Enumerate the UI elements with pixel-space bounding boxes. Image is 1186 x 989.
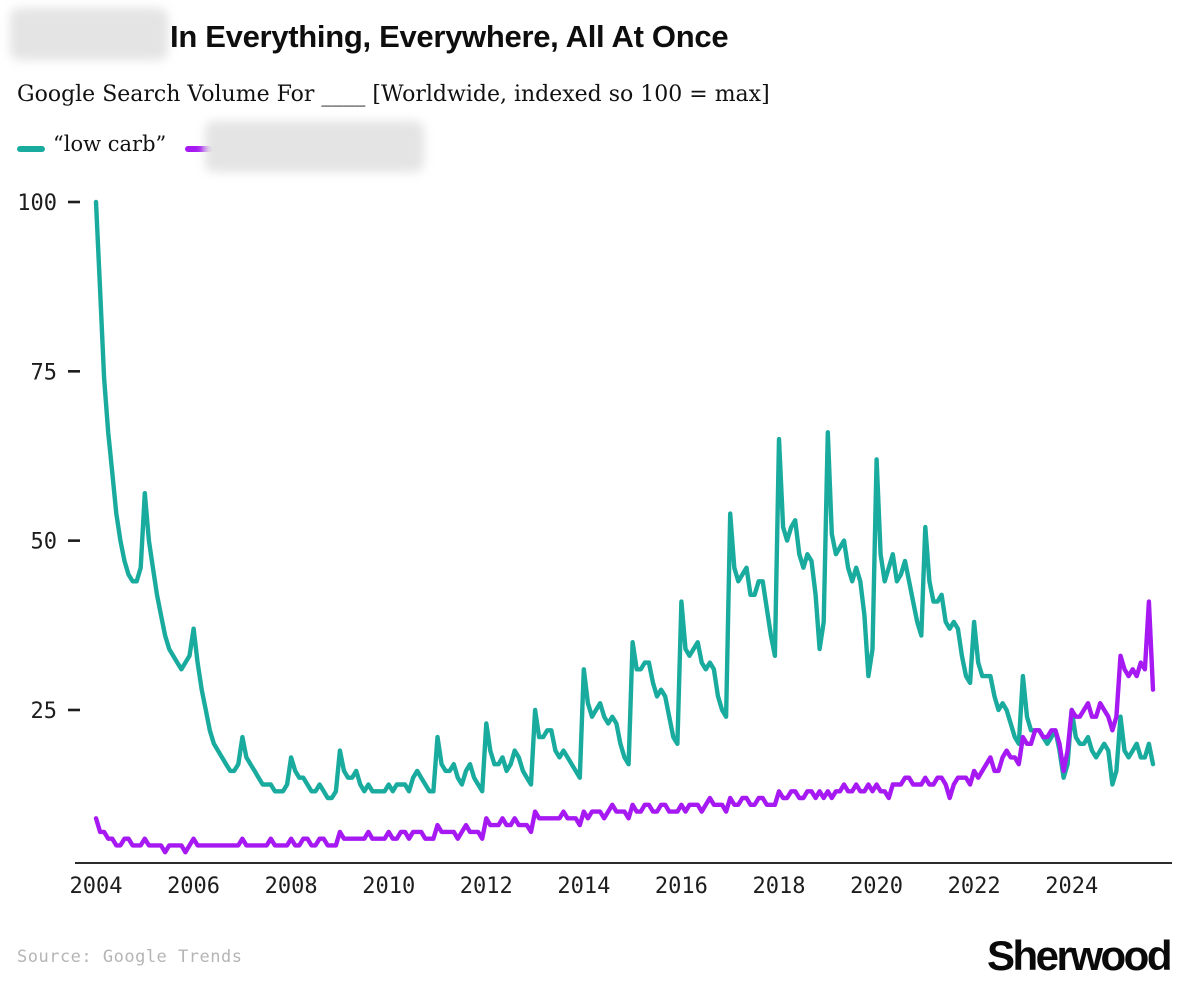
x-tick-label: 2024: [1045, 874, 1098, 899]
y-tick-label: 75: [31, 360, 58, 385]
x-tick-label: 2016: [655, 874, 708, 899]
y-tick-label: 100: [17, 191, 57, 216]
x-tick-label: 2010: [362, 874, 415, 899]
legend-swatch-redacted: [185, 146, 213, 152]
redacted-title-word: [10, 8, 168, 60]
x-tick-label: 2014: [557, 874, 610, 899]
x-tick-label: 2012: [460, 874, 513, 899]
page-title: In Everything, Everywhere, All At Once: [170, 19, 729, 54]
x-tick-label: 2022: [948, 874, 1001, 899]
x-tick-label: 2004: [70, 874, 123, 899]
series-line-redacted: [93, 599, 1156, 855]
series-line-low-carb: [93, 199, 1156, 801]
x-tick-label: 2018: [752, 874, 805, 899]
legend-label-low-carb: “low carb”: [53, 132, 167, 156]
x-tick-label: 2020: [850, 874, 903, 899]
y-tick-label: 25: [31, 699, 58, 724]
x-tick-label: 2006: [167, 874, 220, 899]
sherwood-logo: Sherwood: [986, 932, 1173, 979]
x-tick-label: 2008: [265, 874, 318, 899]
chart-subtitle: Google Search Volume For ____ [Worldwide…: [17, 82, 770, 107]
source-credit: Source: Google Trends: [17, 947, 243, 967]
redacted-legend-label: [205, 121, 424, 172]
legend-swatch-low-carb: [17, 146, 45, 152]
y-tick-label: 50: [31, 530, 58, 555]
